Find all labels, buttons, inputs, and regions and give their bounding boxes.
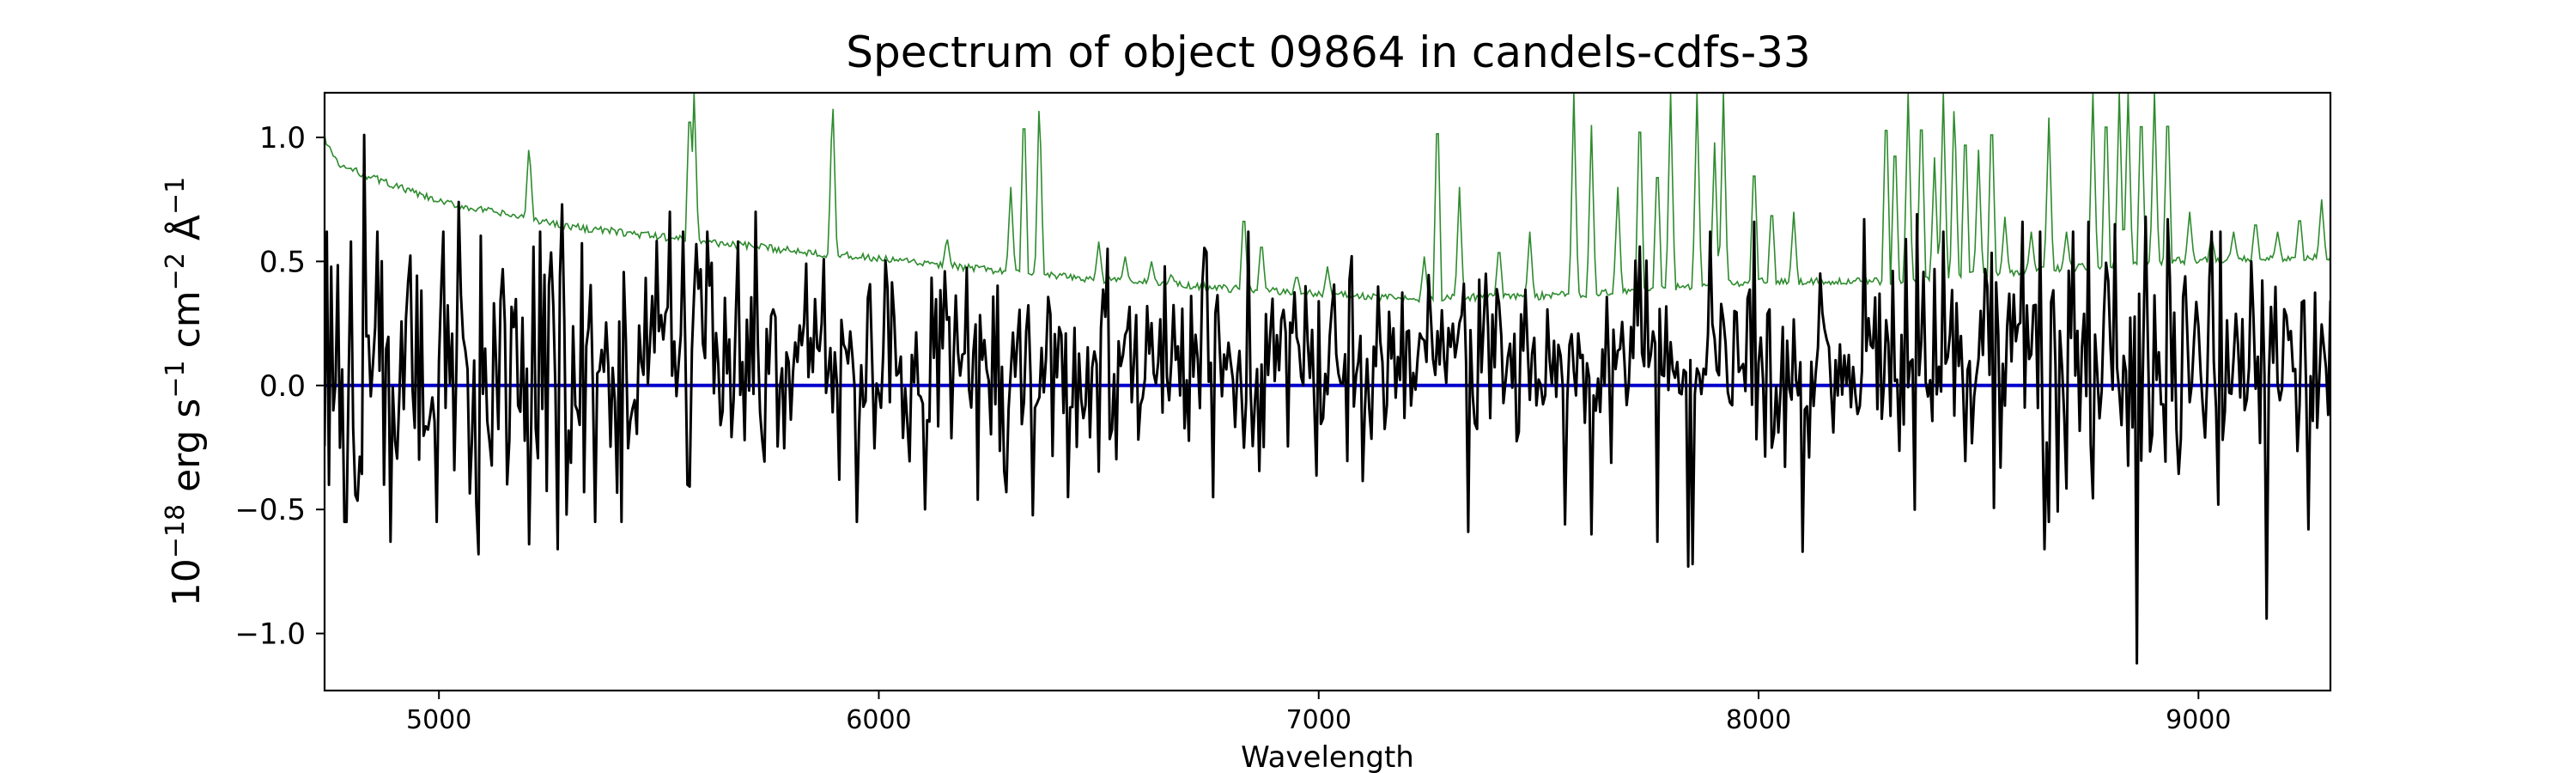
y-axis-ticks: 1.0 0.5 0.0 −0.5 −1.0 <box>234 121 325 652</box>
error-series <box>325 93 2330 304</box>
plot-frame <box>323 91 2332 692</box>
x-axis-label: Wavelength <box>1241 740 1414 773</box>
error-line <box>325 93 2330 304</box>
y-tick-label: −0.5 <box>234 493 306 527</box>
x-axis-ticks: 5000 6000 7000 8000 9000 <box>406 691 2231 735</box>
y-tick-label: 0.5 <box>259 245 306 279</box>
y-tick-label: −1.0 <box>234 618 306 652</box>
x-tick-label: 6000 <box>846 705 911 735</box>
flux-series <box>325 133 2330 665</box>
chart-title: Spectrum of object 09864 in candels-cdfs… <box>846 27 1811 77</box>
flux-line <box>325 133 2330 665</box>
y-tick-label: 1.0 <box>259 121 306 155</box>
y-axis-label: 10−18 erg s−1 cm−2 Å−1 <box>161 177 209 606</box>
x-tick-label: 9000 <box>2166 705 2231 735</box>
y-tick-label: 0.0 <box>259 369 306 404</box>
x-tick-label: 5000 <box>406 705 471 735</box>
x-tick-label: 7000 <box>1286 705 1352 735</box>
x-tick-label: 8000 <box>1726 705 1791 735</box>
